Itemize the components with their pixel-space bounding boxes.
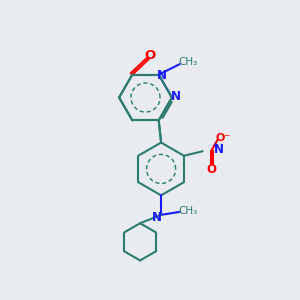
Text: N: N (157, 69, 167, 82)
Text: O: O (145, 49, 156, 62)
Text: O⁻: O⁻ (215, 133, 231, 143)
Text: +: + (211, 141, 219, 150)
Text: CH₃: CH₃ (178, 57, 198, 67)
Text: CH₃: CH₃ (178, 206, 198, 216)
Text: O: O (206, 163, 216, 176)
Text: N: N (214, 143, 224, 156)
Text: N: N (152, 211, 162, 224)
Text: N: N (171, 90, 181, 103)
